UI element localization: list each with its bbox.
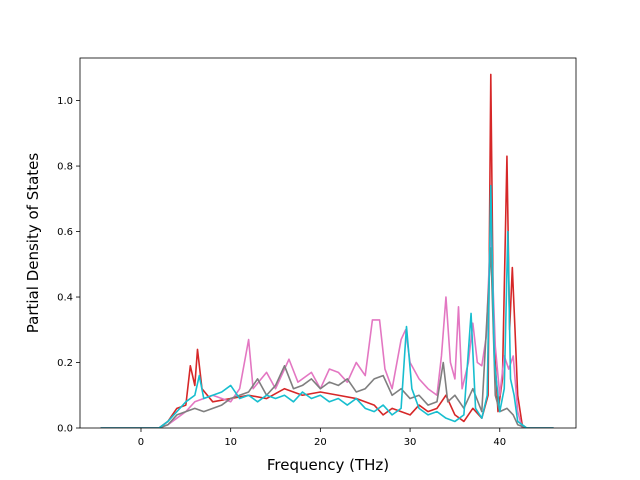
series-line-3 <box>100 247 554 428</box>
y-tick-label: 0.6 <box>57 227 73 238</box>
x-tick-label: 20 <box>314 437 327 448</box>
series-line-4 <box>100 184 554 428</box>
series-group <box>100 73 554 428</box>
y-axis-ticks: 0.0 0.2 0.4 0.6 0.8 1.0 <box>57 96 80 435</box>
series-line-1 <box>100 73 554 428</box>
y-axis-label: Partial Density of States <box>24 153 42 334</box>
x-tick-label: 30 <box>404 437 417 448</box>
y-tick-label: 0.0 <box>57 424 73 435</box>
y-tick-label: 0.2 <box>57 358 73 369</box>
y-tick-label: 0.8 <box>57 162 73 173</box>
y-tick-label: 0.4 <box>57 293 73 304</box>
plot-frame <box>79 57 577 429</box>
x-tick-label: 10 <box>224 437 237 448</box>
x-tick-label: 40 <box>493 437 506 448</box>
x-axis-ticks: 0 10 20 30 40 <box>138 428 506 448</box>
x-tick-label: 0 <box>138 437 144 448</box>
x-axis-label: Frequency (THz) <box>267 456 389 474</box>
y-tick-label: 1.0 <box>57 96 73 107</box>
